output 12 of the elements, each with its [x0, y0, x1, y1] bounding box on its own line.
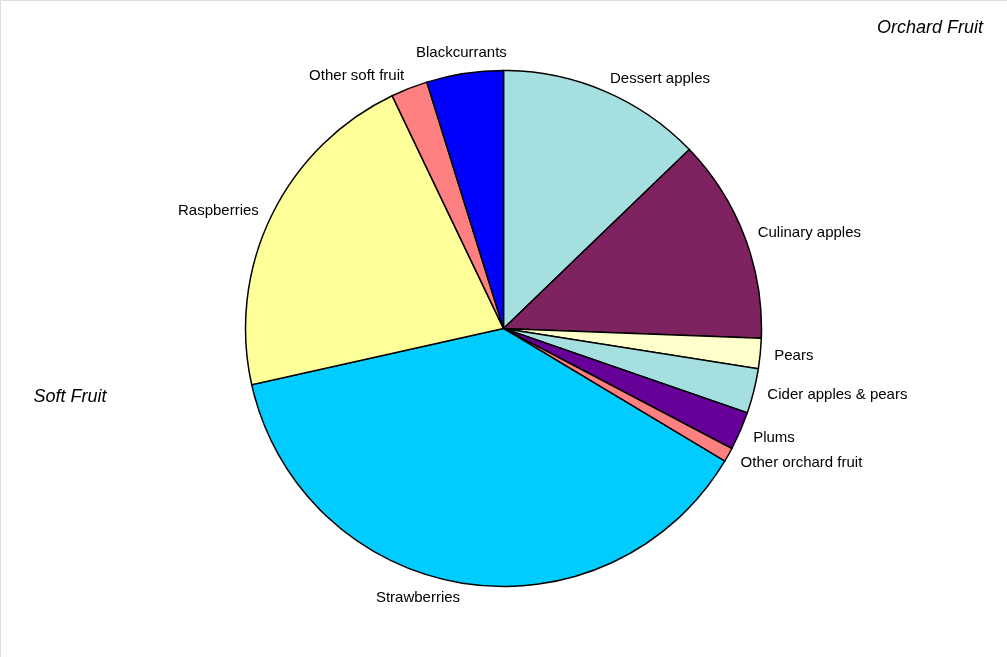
slice-label: Cider apples & pears — [767, 385, 908, 403]
slice-label: Other soft fruit — [309, 66, 405, 84]
text: Orchard Fruit — [876, 17, 985, 37]
slice-label: Plums — [753, 427, 795, 445]
text: Soft Fruit — [33, 386, 108, 406]
slice-label: Strawberries — [375, 588, 461, 606]
slice-label: Blackcurrants — [416, 42, 507, 60]
slice-label: Dessert apples — [609, 69, 711, 87]
slice-label: Raspberries — [177, 200, 259, 218]
slice-label: Culinary apples — [757, 222, 862, 240]
slice-label: Other orchard fruit — [740, 452, 864, 470]
slice-label: Pears — [774, 345, 814, 363]
